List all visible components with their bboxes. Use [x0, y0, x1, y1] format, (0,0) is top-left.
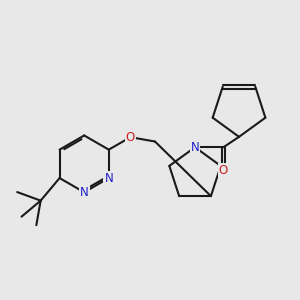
Text: N: N [191, 141, 200, 154]
Text: N: N [80, 186, 88, 199]
Text: N: N [104, 172, 113, 184]
Text: O: O [126, 131, 135, 144]
Text: O: O [219, 164, 228, 177]
